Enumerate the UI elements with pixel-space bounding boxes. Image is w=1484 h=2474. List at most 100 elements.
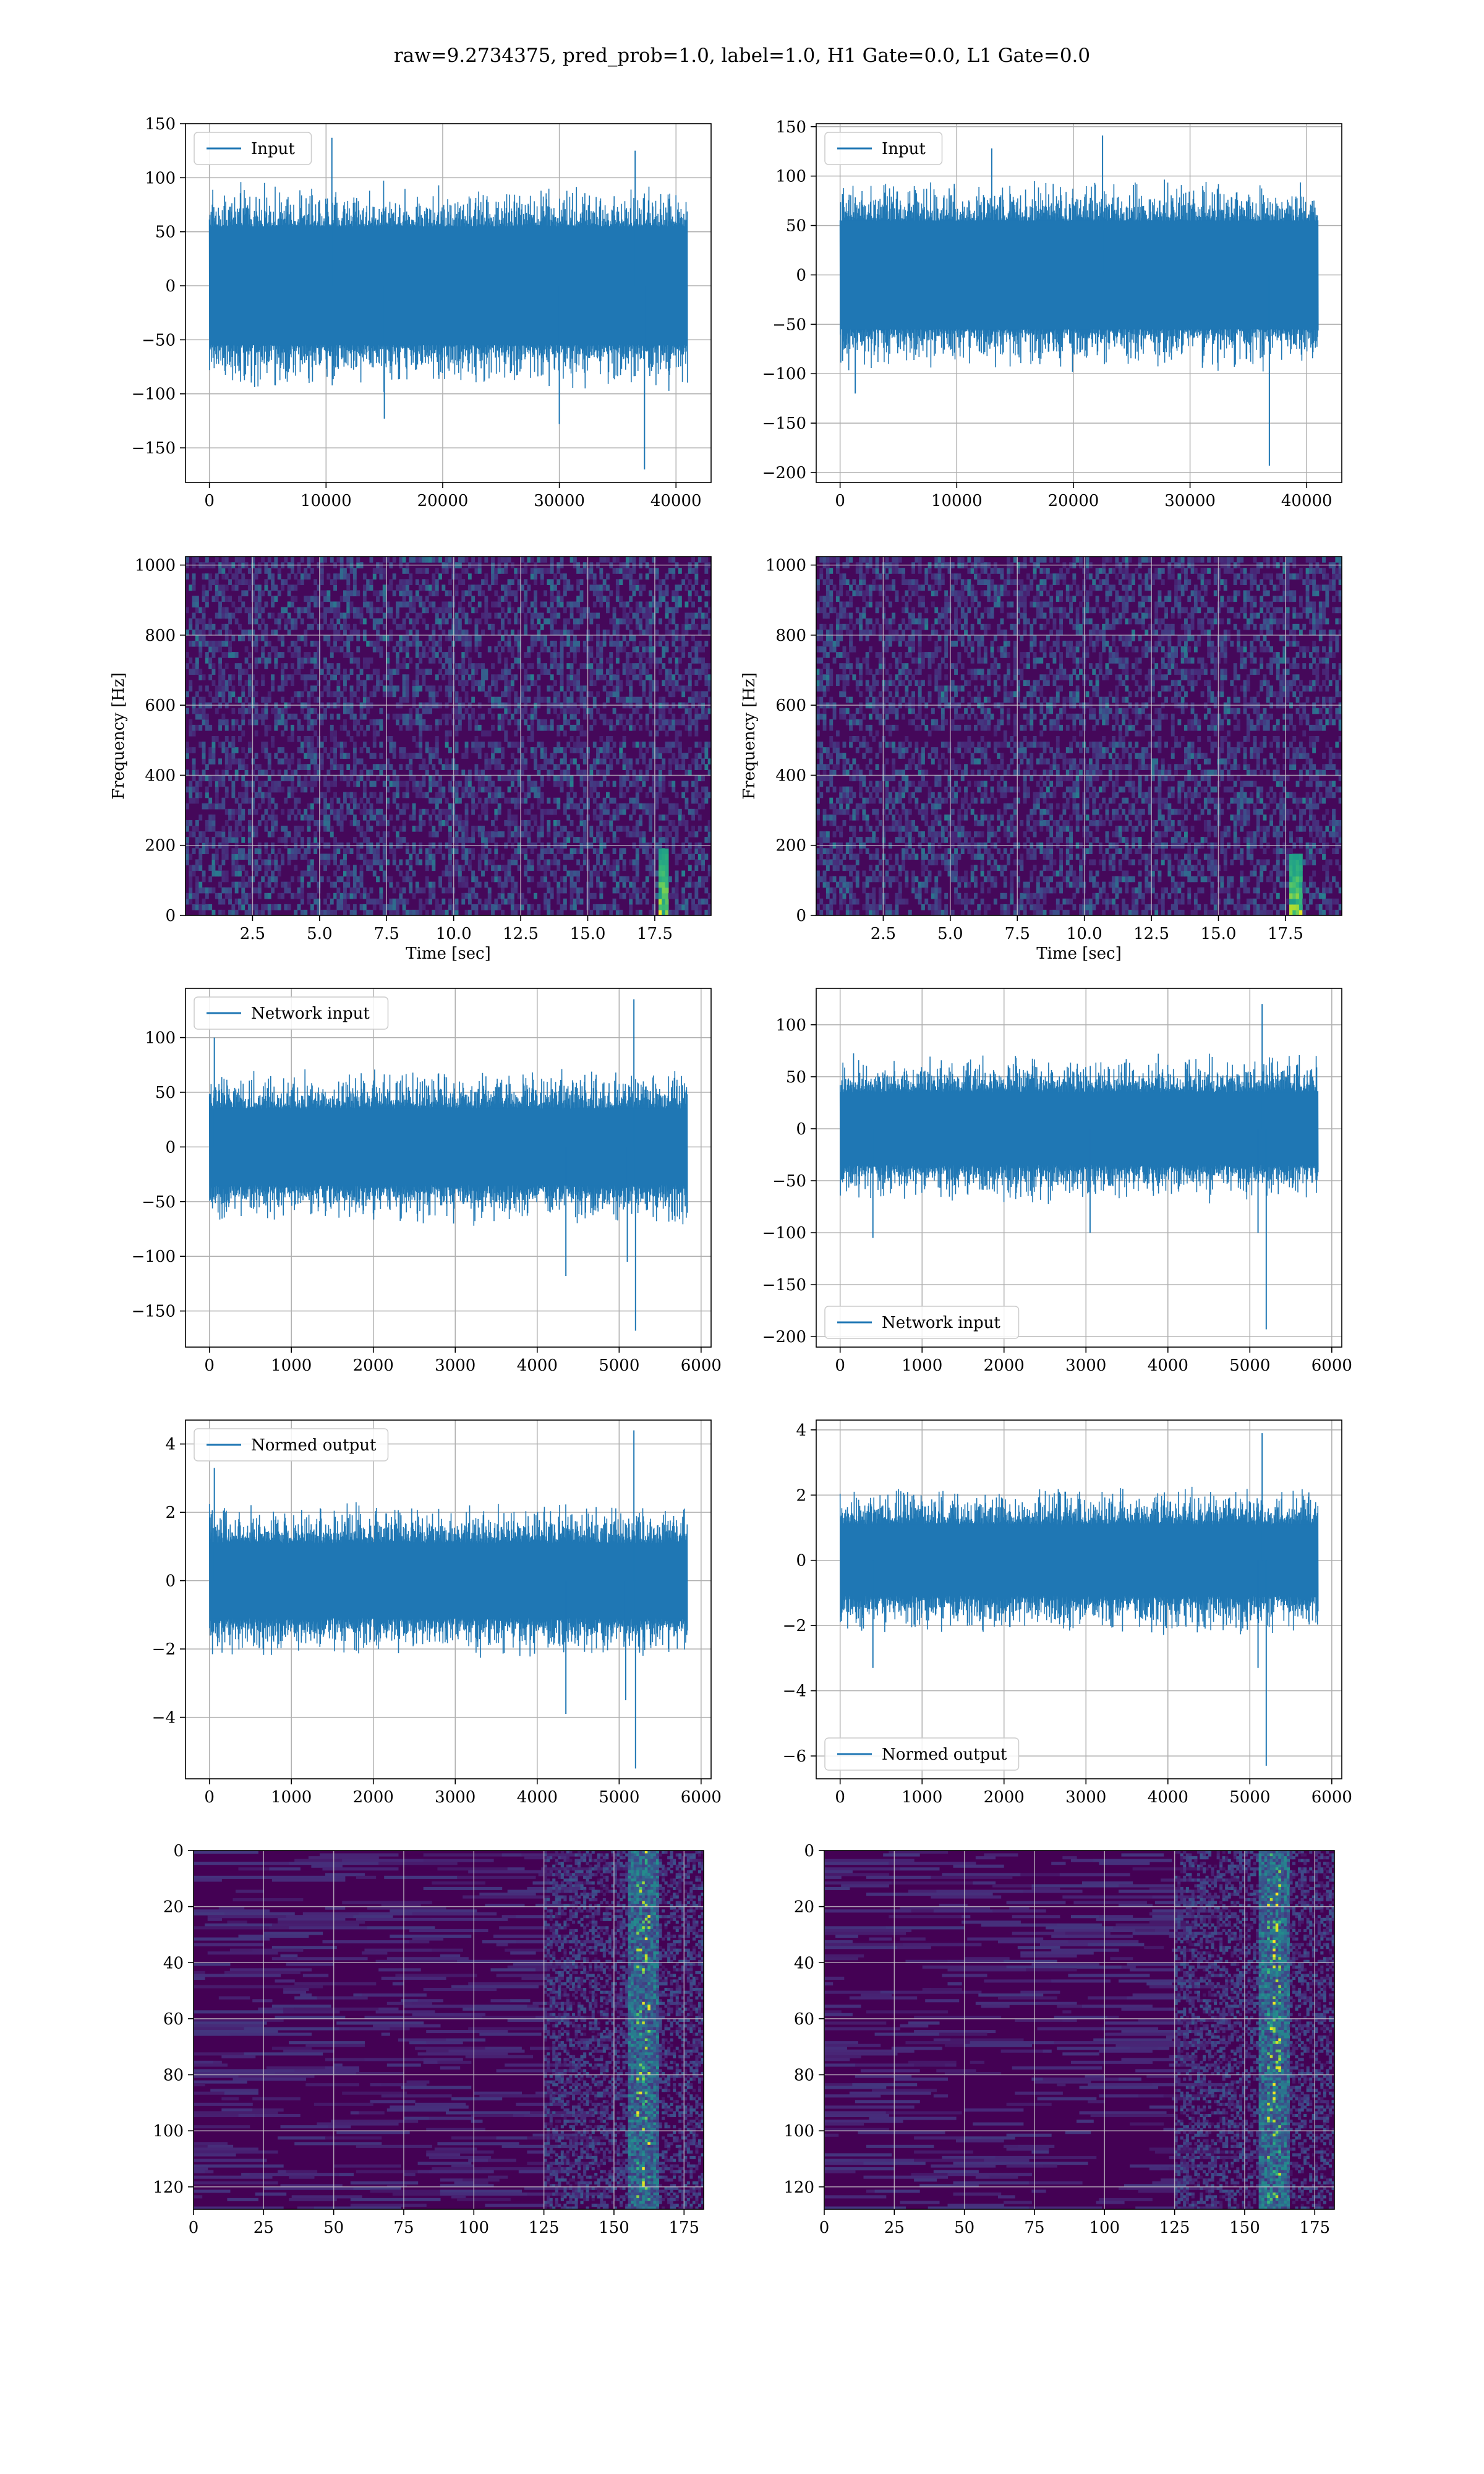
- heatmap-cell: [310, 870, 314, 877]
- heatmap-cell: [639, 584, 642, 591]
- heatmap-cell: [281, 674, 284, 680]
- heatmap-cell: [701, 557, 705, 563]
- heatmap-cell: [694, 590, 699, 597]
- heatmap-cell: [346, 640, 351, 647]
- heatmap-cell: [267, 657, 271, 664]
- heatmap-cell: [313, 909, 318, 915]
- heatmap-cell: [432, 831, 436, 837]
- heatmap-cell: [415, 887, 419, 894]
- heatmap-cell: [189, 640, 193, 647]
- heatmap-cell: [504, 713, 508, 720]
- heatmap-cell: [504, 669, 508, 675]
- heatmap-cell: [343, 859, 347, 866]
- heatmap-cell: [659, 865, 662, 871]
- heatmap-cell: [372, 848, 377, 854]
- heatmap-cell: [313, 696, 318, 703]
- heatmap-cell: [550, 652, 554, 658]
- heatmap-cell: [537, 792, 541, 798]
- heatmap-cell: [582, 612, 587, 619]
- heatmap-cell: [454, 837, 459, 843]
- heatmap-cell: [655, 803, 659, 810]
- heatmap-cell: [409, 876, 413, 883]
- heatmap-cell: [320, 669, 324, 675]
- heatmap-cell: [234, 909, 239, 915]
- heatmap-cell: [675, 909, 679, 915]
- heatmap-cell: [520, 820, 524, 826]
- heatmap-cell: [553, 584, 557, 591]
- heatmap-cell: [317, 663, 321, 669]
- heatmap-cell: [553, 826, 557, 832]
- heatmap-cell: [304, 674, 308, 680]
- heatmap-cell: [379, 859, 383, 866]
- heatmap-cell: [556, 892, 561, 899]
- heatmap-cell: [684, 769, 689, 776]
- heatmap-cell: [547, 909, 551, 915]
- heatmap-cell: [211, 758, 216, 764]
- heatmap-cell: [454, 747, 459, 753]
- heatmap-cell: [514, 887, 518, 894]
- heatmap-cell: [323, 781, 327, 787]
- heatmap-cell: [642, 781, 646, 787]
- heatmap-cell: [438, 646, 442, 653]
- heatmap-cell: [507, 876, 511, 883]
- heatmap-cell: [704, 612, 709, 619]
- heatmap-cell: [599, 904, 603, 910]
- heatmap-cell: [560, 909, 564, 915]
- heatmap-cell: [662, 579, 666, 585]
- heatmap-cell: [573, 674, 577, 680]
- heatmap-cell: [615, 814, 620, 821]
- heatmap-cell: [409, 753, 413, 759]
- heatmap-cell: [435, 814, 439, 821]
- heatmap-cell: [655, 747, 659, 753]
- heatmap-cell: [606, 747, 610, 753]
- heatmap-cell: [448, 590, 452, 597]
- heatmap-cell: [678, 854, 682, 860]
- heatmap-cell: [271, 736, 275, 742]
- heatmap-cell: [238, 596, 242, 602]
- heatmap-cell: [297, 736, 301, 742]
- heatmap-cell: [649, 601, 652, 608]
- heatmap-cell: [544, 590, 547, 597]
- heatmap-cell: [487, 612, 492, 619]
- heatmap-cell: [186, 898, 189, 905]
- heatmap-cell: [609, 820, 613, 826]
- heatmap-cell: [346, 646, 351, 653]
- heatmap-cell: [602, 870, 607, 877]
- heatmap-cell: [652, 646, 656, 653]
- heatmap-cell: [399, 646, 403, 653]
- heatmap-cell: [484, 607, 488, 614]
- heatmap-cell: [271, 674, 275, 680]
- heatmap-cell: [313, 579, 318, 585]
- heatmap-cell: [510, 652, 514, 658]
- heatmap-cell: [294, 713, 298, 720]
- heatmap-cell: [474, 623, 479, 630]
- heatmap-cell: [346, 573, 351, 580]
- heatmap-cell: [362, 590, 367, 597]
- heatmap-cell: [228, 775, 232, 782]
- heatmap-cell: [464, 859, 469, 866]
- heatmap-cell: [662, 892, 666, 899]
- heatmap-cell: [458, 719, 462, 726]
- heatmap-cell: [645, 618, 649, 625]
- heatmap-cell: [615, 646, 620, 653]
- heatmap-cell: [615, 719, 620, 726]
- heatmap-cell: [619, 876, 623, 883]
- heatmap-cell: [544, 876, 547, 883]
- heatmap-cell: [366, 837, 370, 843]
- heatmap-cell: [379, 573, 383, 580]
- heatmap-cell: [596, 881, 600, 888]
- heatmap-cell: [202, 898, 206, 905]
- heatmap-cell: [241, 579, 245, 585]
- heatmap-cell: [441, 612, 446, 619]
- heatmap-cell: [429, 657, 432, 664]
- heatmap-cell: [573, 904, 577, 910]
- heatmap-cell: [589, 669, 594, 675]
- heatmap-cell: [231, 753, 236, 759]
- heatmap-cell: [333, 808, 337, 815]
- heatmap-cell: [467, 719, 472, 726]
- heatmap-cell: [454, 584, 459, 591]
- heatmap-cell: [514, 797, 518, 804]
- heatmap-cell: [274, 820, 278, 826]
- heatmap-cell: [576, 859, 581, 866]
- heatmap-cell: [261, 781, 265, 787]
